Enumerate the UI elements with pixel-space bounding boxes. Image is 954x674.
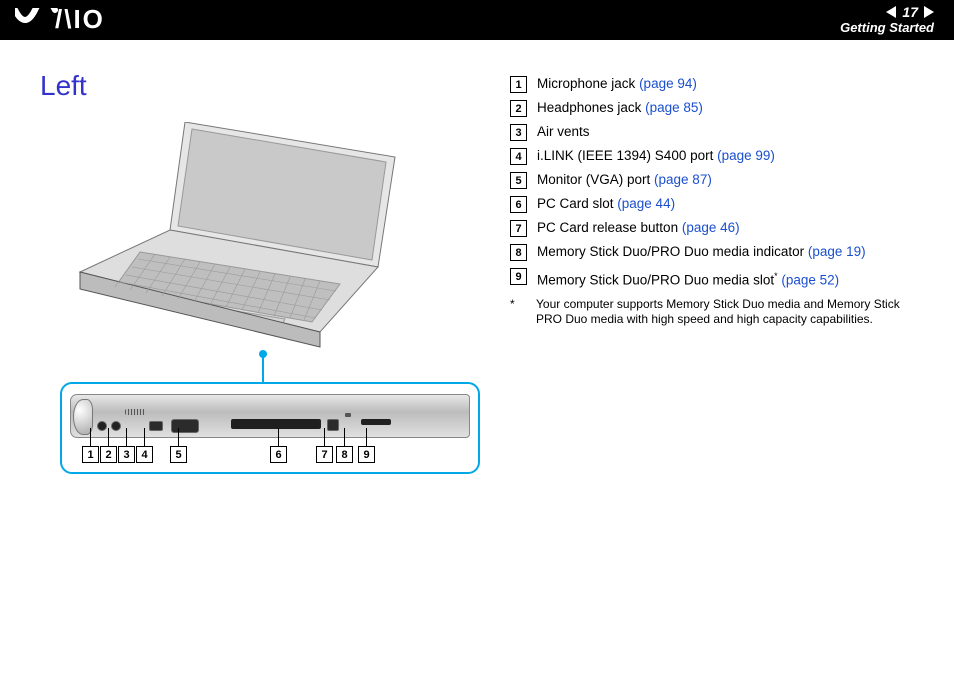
port: [345, 413, 351, 417]
legend-label: PC Card slot: [537, 196, 617, 211]
prev-page-arrow-icon[interactable]: [886, 6, 896, 18]
legend-label: i.LINK (IEEE 1394) S400 port: [537, 148, 717, 163]
callout-number: 9: [358, 446, 375, 463]
legend-text: i.LINK (IEEE 1394) S400 port (page 99): [537, 146, 775, 166]
callout-numbers: 12345 6 789: [70, 446, 470, 466]
legend-number-box: 5: [510, 172, 527, 189]
laptop-figure: 12345 6 789: [60, 122, 490, 474]
port: [111, 421, 121, 431]
port: [361, 419, 391, 425]
legend-item: 1 Microphone jack (page 94): [510, 74, 924, 94]
callout-lead-line: [178, 428, 179, 446]
page-title: Left: [40, 70, 490, 102]
page-reference-link[interactable]: (page 99): [717, 148, 775, 163]
port: [125, 409, 145, 415]
left-column: Left: [30, 70, 490, 474]
legend-item: 4 i.LINK (IEEE 1394) S400 port (page 99): [510, 146, 924, 166]
legend-list: 1 Microphone jack (page 94) 2 Headphones ja…: [490, 70, 924, 474]
footnote-star: *: [510, 297, 536, 327]
legend-item: 6 PC Card slot (page 44): [510, 194, 924, 214]
side-view-strip: [70, 394, 470, 438]
page-reference-link[interactable]: (page 52): [778, 273, 840, 288]
legend-label: Memory Stick Duo/PRO Duo media indicator: [537, 244, 808, 259]
callout-number: 6: [270, 446, 287, 463]
callout-lead-line: [278, 428, 279, 446]
callout-lead-line: [90, 428, 91, 446]
callout-number: 2: [100, 446, 117, 463]
legend-number-box: 8: [510, 244, 527, 261]
legend-label: Monitor (VGA) port: [537, 172, 654, 187]
legend-label: Memory Stick Duo/PRO Duo media slot: [537, 273, 774, 288]
next-page-arrow-icon[interactable]: [924, 6, 934, 18]
page-reference-link[interactable]: (page 46): [682, 220, 740, 235]
legend-number-box: 7: [510, 220, 527, 237]
callout-number: 4: [136, 446, 153, 463]
callout-number: 3: [118, 446, 135, 463]
legend-item: 5 Monitor (VGA) port (page 87): [510, 170, 924, 190]
legend-label: Microphone jack: [537, 76, 639, 91]
laptop-illustration: [60, 122, 420, 352]
breadcrumb: Getting Started: [840, 20, 934, 36]
page-reference-link[interactable]: (page 85): [645, 100, 703, 115]
legend-label: PC Card release button: [537, 220, 682, 235]
callout-lead-line: [144, 428, 145, 446]
callout-lead-line: [366, 428, 367, 446]
port: [149, 421, 163, 431]
port: [171, 419, 199, 433]
footnote-text: Your computer supports Memory Stick Duo …: [536, 297, 924, 327]
callout-number: 7: [316, 446, 333, 463]
legend-text: Monitor (VGA) port (page 87): [537, 170, 712, 190]
legend-label: Headphones jack: [537, 100, 645, 115]
legend-item: 3 Air vents: [510, 122, 924, 142]
vaio-logo: /\IO: [15, 8, 135, 32]
page-reference-link[interactable]: (page 87): [654, 172, 712, 187]
legend-item: 9 Memory Stick Duo/PRO Duo media slot* (p…: [510, 266, 924, 291]
callout-connector: [262, 354, 264, 384]
page-reference-link[interactable]: (page 94): [639, 76, 697, 91]
legend-text: Air vents: [537, 122, 590, 142]
page-nav: 17: [840, 4, 934, 20]
legend-text: Microphone jack (page 94): [537, 74, 697, 94]
footnote: *Your computer supports Memory Stick Duo…: [510, 297, 924, 327]
legend-item: 8 Memory Stick Duo/PRO Duo media indicato…: [510, 242, 924, 262]
port: [327, 419, 339, 431]
callout-lead-line: [344, 428, 345, 446]
page-reference-link[interactable]: (page 19): [808, 244, 866, 259]
legend-number-box: 2: [510, 100, 527, 117]
header-bar: /\IO 17 Getting Started: [0, 0, 954, 40]
svg-text:/\IO: /\IO: [55, 8, 105, 32]
legend-number-box: 3: [510, 124, 527, 141]
callout-number: 1: [82, 446, 99, 463]
callout-lead-line: [108, 428, 109, 446]
legend-text: Memory Stick Duo/PRO Duo media slot* (pa…: [537, 266, 839, 291]
legend-number-box: 4: [510, 148, 527, 165]
page-number: 17: [902, 4, 918, 20]
legend-text: Memory Stick Duo/PRO Duo media indicator…: [537, 242, 866, 262]
page-content: Left: [0, 40, 954, 474]
legend-item: 2 Headphones jack (page 85): [510, 98, 924, 118]
page-reference-link[interactable]: (page 44): [617, 196, 675, 211]
callout-number: 5: [170, 446, 187, 463]
callout-lead-line: [126, 428, 127, 446]
legend-text: PC Card release button (page 46): [537, 218, 740, 238]
callout-number: 8: [336, 446, 353, 463]
legend-text: Headphones jack (page 85): [537, 98, 703, 118]
port: [231, 419, 321, 429]
legend-number-box: 6: [510, 196, 527, 213]
legend-item: 7 PC Card release button (page 46): [510, 218, 924, 238]
legend-label: Air vents: [537, 124, 590, 139]
side-view-callout: 12345 6 789: [60, 382, 480, 474]
port: [97, 421, 107, 431]
header-right: 17 Getting Started: [840, 4, 934, 36]
legend-text: PC Card slot (page 44): [537, 194, 675, 214]
legend-number-box: 9: [510, 268, 527, 285]
callout-lead-line: [324, 428, 325, 446]
legend-number-box: 1: [510, 76, 527, 93]
